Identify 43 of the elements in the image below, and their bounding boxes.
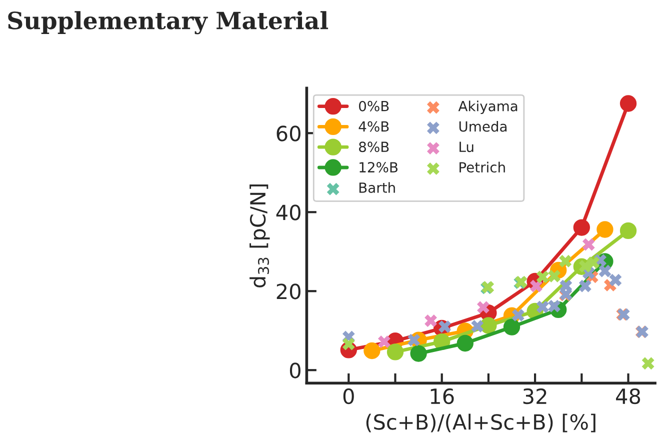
point [536, 270, 549, 284]
legend-label: Petrich [460, 162, 505, 173]
point [378, 335, 390, 348]
x-axis-title: (Sc+B)/(Al+Sc+B) [%] [366, 414, 596, 432]
point [596, 221, 614, 238]
x-tick-label: 0 [343, 388, 354, 404]
point [410, 345, 427, 362]
point [364, 342, 380, 360]
x-tick-label: 16 [430, 388, 454, 404]
point [620, 222, 637, 240]
point [598, 264, 612, 278]
point [456, 334, 474, 352]
point [536, 300, 549, 314]
y-tick-label: 40 [276, 204, 300, 220]
point [471, 320, 484, 332]
point [587, 256, 600, 269]
point [609, 274, 622, 286]
point [512, 309, 524, 322]
legend-label: 12%B [360, 162, 398, 173]
x-tick-label: 32 [523, 388, 546, 404]
y-tick-label: 0 [290, 362, 300, 378]
point [582, 238, 595, 251]
point [578, 280, 592, 292]
y-axis-title: d$_{33}$ [pC/N] [250, 184, 270, 288]
y-tick-label: 60 [276, 126, 300, 142]
point [503, 318, 520, 336]
point [424, 314, 437, 327]
point [480, 317, 497, 334]
chart-title: Supplementary Material [8, 11, 328, 34]
x-tick-label: 48 [616, 388, 640, 404]
legend-label: Akiyama [458, 100, 518, 114]
point [573, 219, 590, 236]
legend-label: Umeda [459, 120, 507, 132]
point [386, 344, 404, 360]
legend-label: Lu [460, 142, 474, 152]
legend-label: 8%B [359, 142, 389, 152]
y-tick-label: 20 [276, 284, 300, 300]
point [642, 357, 654, 370]
legend-label: 4%B [358, 121, 389, 132]
point [559, 254, 572, 268]
point [620, 95, 637, 112]
legend-label: Barth [359, 182, 395, 193]
legend-label: 0%B [359, 100, 389, 112]
